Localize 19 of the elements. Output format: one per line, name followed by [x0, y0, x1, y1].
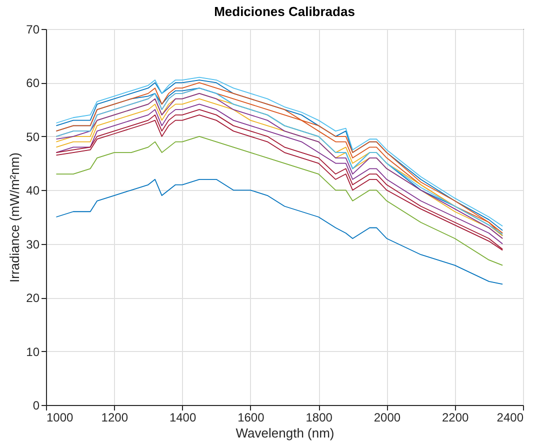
y-tick-label: 70 — [26, 22, 40, 36]
y-tick-label: 60 — [26, 76, 40, 90]
x-tick-label: 2200 — [442, 410, 470, 424]
x-tick-label: 1800 — [306, 410, 333, 424]
x-tick-label: 1200 — [101, 410, 128, 424]
x-axis-title: Wavelength (nm) — [236, 426, 334, 440]
y-axis-title: Irradiance (mW/m²nm) — [7, 152, 22, 283]
x-tick-label: 2000 — [374, 410, 401, 424]
x-tick-label: 1400 — [169, 410, 196, 424]
x-tick-label: 2400 — [496, 410, 524, 424]
y-tick-label: 40 — [26, 184, 40, 198]
y-tick-label: 20 — [26, 291, 40, 306]
chart-title: Mediciones Calibradas — [214, 4, 355, 19]
y-tick-label: 30 — [26, 237, 40, 252]
y-tick-label: 10 — [26, 344, 40, 359]
x-tick-label: 1000 — [46, 410, 74, 424]
y-tick-label: 50 — [26, 130, 40, 144]
x-tick-label: 1600 — [238, 410, 265, 424]
y-tick-label: 0 — [32, 398, 40, 412]
